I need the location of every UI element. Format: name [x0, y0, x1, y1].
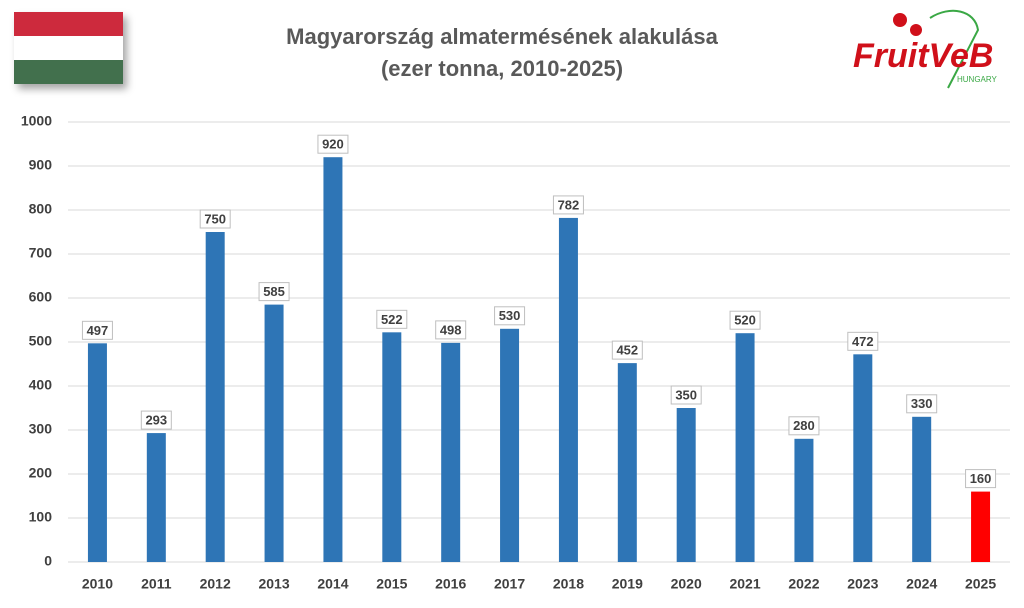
bar — [617, 363, 637, 562]
value-label: 330 — [911, 396, 933, 411]
chart-subtitle: (ezer tonna, 2010-2025) — [381, 56, 623, 81]
label-box — [965, 469, 997, 489]
y-tick-label: 900 — [29, 157, 53, 173]
x-tick-label: 2025 — [965, 576, 996, 592]
bar — [735, 333, 755, 562]
bar — [558, 217, 578, 563]
label-box — [258, 282, 290, 302]
label-box — [788, 416, 820, 436]
value-label: 585 — [263, 284, 285, 299]
x-tick-label: 2013 — [258, 576, 289, 592]
value-label: 452 — [616, 343, 638, 358]
x-tick-label: 2020 — [671, 576, 702, 592]
value-label: 920 — [322, 137, 344, 152]
label-box — [847, 331, 879, 351]
value-label: 280 — [793, 418, 815, 433]
value-label: 472 — [852, 334, 874, 349]
label-box — [317, 134, 349, 154]
bar — [323, 157, 343, 562]
y-tick-label: 0 — [44, 553, 52, 569]
label-box — [140, 410, 172, 430]
label-box — [552, 195, 584, 215]
label-box — [435, 320, 467, 340]
x-tick-label: 2015 — [376, 576, 407, 592]
bar — [264, 304, 284, 562]
label-box — [199, 209, 231, 229]
value-label: 498 — [440, 322, 462, 337]
bar — [382, 332, 402, 562]
value-label: 160 — [970, 471, 992, 486]
label-box — [494, 306, 526, 326]
x-tick-label: 2017 — [494, 576, 525, 592]
logo-subtext: HUNGARY — [957, 75, 998, 84]
bar — [146, 433, 166, 562]
y-tick-label: 1000 — [21, 113, 52, 129]
bar — [971, 491, 991, 562]
y-tick-label: 300 — [29, 421, 53, 437]
x-tick-label: 2010 — [82, 576, 113, 592]
y-tick-label: 400 — [29, 377, 53, 393]
logo: FruitVeB HUNGARY — [853, 9, 998, 89]
y-tick-label: 600 — [29, 289, 53, 305]
x-tick-label: 2021 — [729, 576, 760, 592]
x-tick-label: 2019 — [612, 576, 643, 592]
y-tick-label: 800 — [29, 201, 53, 217]
label-box — [376, 309, 408, 329]
x-tick-label: 2012 — [200, 576, 231, 592]
label-box — [906, 394, 938, 414]
chart-title: Magyarország almatermésének alakulása — [286, 24, 718, 49]
value-label: 293 — [145, 413, 167, 428]
x-tick-label: 2022 — [788, 576, 819, 592]
y-tick-label: 700 — [29, 245, 53, 261]
bar — [87, 343, 107, 562]
logo-text: FruitVeB — [853, 37, 993, 75]
label-box — [81, 320, 113, 340]
label-box — [670, 385, 702, 405]
value-label: 522 — [381, 312, 403, 327]
bar — [676, 408, 696, 562]
bar — [912, 416, 932, 562]
x-tick-label: 2023 — [847, 576, 878, 592]
bar — [853, 354, 873, 562]
bar — [500, 328, 520, 562]
flag — [14, 12, 123, 84]
value-label: 520 — [734, 313, 756, 328]
x-tick-label: 2018 — [553, 576, 584, 592]
bar — [205, 232, 225, 562]
x-tick-label: 2011 — [141, 576, 172, 592]
value-label: 497 — [87, 323, 109, 338]
y-tick-label: 500 — [29, 333, 53, 349]
bar — [794, 438, 814, 562]
x-tick-label: 2014 — [317, 576, 348, 592]
label-box — [729, 310, 761, 330]
y-tick-label: 200 — [29, 465, 53, 481]
label-box — [611, 340, 643, 360]
x-tick-label: 2016 — [435, 576, 466, 592]
value-label: 350 — [675, 387, 697, 402]
value-label: 530 — [499, 308, 521, 323]
x-tick-label: 2024 — [906, 576, 937, 592]
bar — [441, 342, 461, 562]
value-label: 750 — [204, 211, 226, 226]
value-label: 782 — [558, 197, 580, 212]
y-tick-label: 100 — [29, 509, 53, 525]
